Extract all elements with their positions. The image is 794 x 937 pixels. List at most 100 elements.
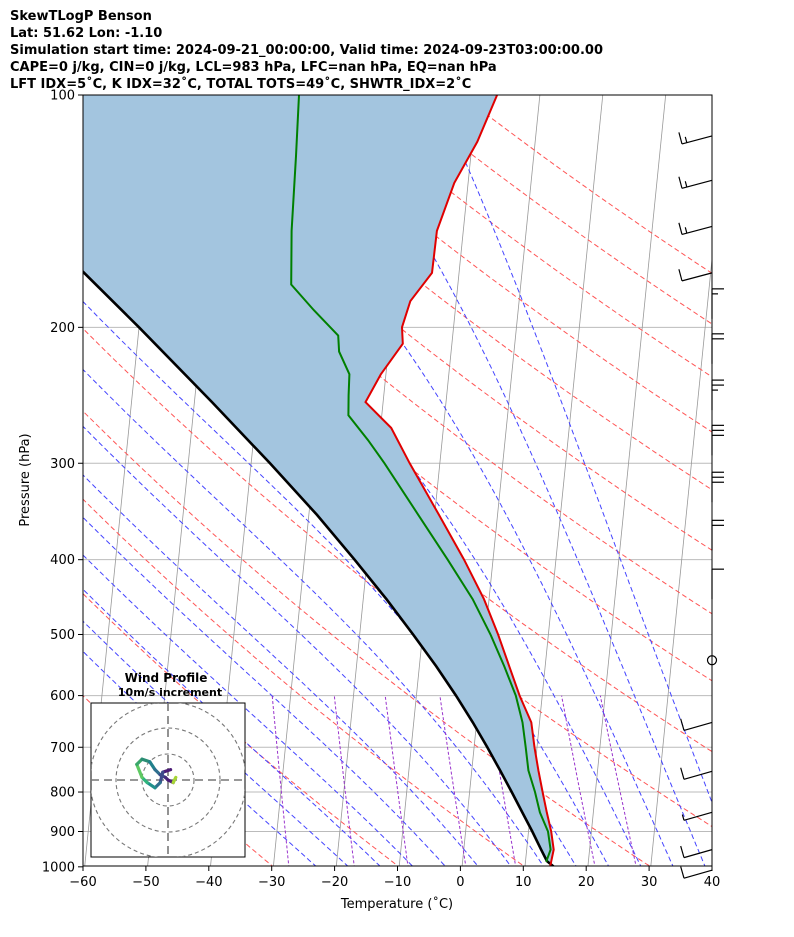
time-line: Simulation start time: 2024-09-21_00:00:… (10, 43, 603, 58)
moist-adiabat (184, 95, 674, 866)
hodograph-trace-segment (135, 762, 144, 780)
dry-adiabat (395, 95, 712, 325)
axes: −60 −50 −40 −30 −20 −10 0 10 20 30 40 100 200 300 400 5… (42, 89, 720, 891)
barb-flag (680, 767, 685, 780)
y-tick-label: 900 (50, 825, 75, 840)
isotherm-line (587, 95, 667, 866)
barb-half-flag (681, 814, 685, 821)
mixing-ratio-line (599, 695, 637, 866)
x-axis-label: Temperature (˚C) (340, 896, 453, 912)
moist-adiabat (434, 95, 712, 804)
wind-barb (711, 471, 724, 503)
indices-line: LFT IDX=5˚C, K IDX=32˚C, TOTAL TOTS=49˚C… (10, 77, 472, 92)
y-tick-label: 800 (50, 786, 75, 801)
barb-flag (680, 845, 685, 858)
barb-shaft (683, 869, 713, 879)
wind-barbs (678, 132, 724, 879)
barb-shaft (681, 272, 713, 282)
wind-barb (680, 718, 713, 732)
hodograph-inset: Wind Profile 10m/s increment (90, 671, 246, 858)
barb-half-flag (684, 181, 688, 188)
dry-adiabat (134, 95, 712, 551)
hodograph-trace-segment (158, 770, 165, 785)
wind-barb (711, 519, 724, 551)
moist-adiabat (326, 95, 706, 866)
x-tick-label: 40 (704, 875, 721, 890)
moist-adiabat (83, 516, 446, 866)
mixing-ratio-line (333, 695, 355, 866)
moist-adiabat (83, 368, 544, 866)
hodograph-subtitle: 10m/s increment (118, 686, 222, 699)
barb-shaft (681, 179, 713, 189)
barb-shaft (683, 849, 713, 859)
barb-flag (678, 132, 683, 145)
cape-line: CAPE=0 j/kg, CIN=0 j/kg, LCL=983 hPa, LF… (10, 60, 497, 75)
moist-adiabat (83, 650, 317, 866)
wind-barb (678, 132, 713, 145)
mixing-ratio-line (271, 695, 290, 866)
hodograph-plot (91, 703, 245, 857)
wind-barb (706, 655, 718, 666)
hodograph-ring (141, 753, 195, 807)
barb-flag (680, 718, 685, 731)
isotherm-line (650, 255, 712, 866)
cape-cin-shading (83, 95, 554, 866)
dry-adiabat (265, 95, 712, 433)
x-tick-label: −60 (69, 875, 96, 890)
x-tick-label: 0 (456, 875, 464, 890)
y-tick-label: 700 (50, 741, 75, 756)
x-tick-label: 30 (641, 875, 658, 890)
wind-barb (711, 379, 724, 411)
wind-barb (711, 288, 724, 319)
x-tick-label: 10 (515, 875, 532, 890)
wind-barb (711, 424, 724, 456)
y-tick-label: 600 (50, 689, 75, 704)
wind-barb (678, 176, 713, 189)
dry-adiabat (83, 410, 651, 866)
y-tick-label: 400 (50, 553, 75, 568)
x-tick-label: −20 (321, 875, 348, 890)
chart-header: SkewTLogP Benson Lat: 51.62 Lon: -1.10 S… (10, 8, 603, 93)
y-tick-label: 100 (50, 89, 75, 104)
x-tick-label: −30 (258, 875, 285, 890)
y-axis-label: Pressure (hPa) (18, 433, 33, 526)
temperature-line (364, 95, 555, 866)
hodograph-title: Wind Profile (125, 671, 208, 685)
barb-shaft (683, 770, 713, 780)
y-tick-label: 1000 (42, 860, 75, 875)
profile-lines (83, 95, 555, 866)
isotherm-line (712, 95, 791, 883)
x-tick-label: −50 (132, 875, 159, 890)
chart-title: SkewTLogP Benson (10, 9, 152, 24)
wind-barb (678, 269, 713, 282)
barb-shaft (681, 225, 713, 235)
barb-flag (678, 176, 683, 189)
wind-barb (680, 767, 713, 780)
wind-barb (680, 866, 713, 879)
barb-half-flag (684, 136, 688, 143)
isotherm-line (524, 95, 604, 866)
wind-barb (711, 568, 724, 600)
barb-half-flag (684, 227, 688, 234)
x-tick-label: −40 (195, 875, 222, 890)
x-tick-label: −10 (384, 875, 411, 890)
wind-barb (678, 222, 713, 235)
wind-barb (680, 845, 713, 859)
moist-adiabat (83, 425, 512, 866)
barb-shaft (683, 721, 713, 732)
wind-barb (711, 333, 724, 364)
barb-shaft (681, 135, 713, 145)
barb-flag (678, 222, 683, 235)
y-tick-label: 500 (50, 628, 75, 643)
location-line: Lat: 51.62 Lon: -1.10 (10, 26, 163, 41)
barb-flag (678, 269, 683, 282)
y-tick-label: 300 (50, 457, 75, 472)
calm-circle (706, 655, 718, 666)
dewpoint-line (290, 95, 552, 863)
x-tick-label: 20 (578, 875, 595, 890)
barb-flag (680, 866, 685, 879)
isotherm-line (461, 95, 541, 866)
mixing-ratio-line (384, 695, 409, 866)
moist-adiabat (83, 620, 349, 866)
